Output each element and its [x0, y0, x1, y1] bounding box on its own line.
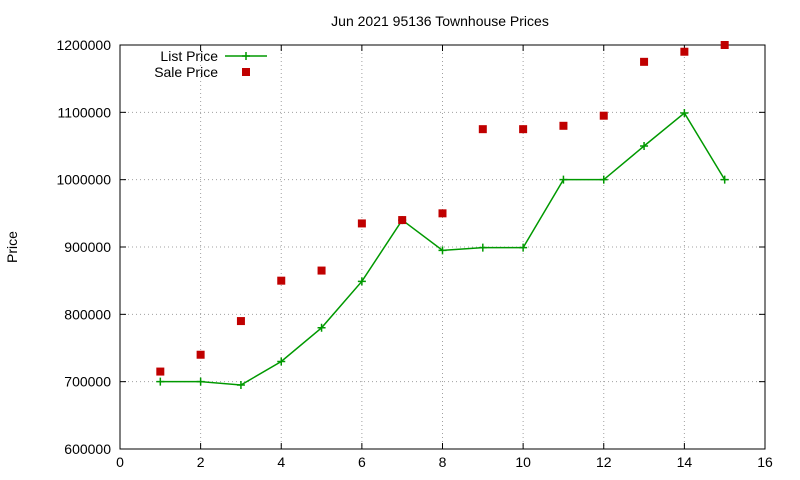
- sale-price-point: [720, 41, 729, 49]
- chart-title: Jun 2021 95136 Townhouse Prices: [331, 13, 549, 29]
- sale-price-point: [438, 209, 447, 218]
- list-price-point: [640, 142, 649, 150]
- list-price-point: [357, 277, 366, 286]
- list-price-point: [317, 323, 326, 332]
- x-tick-label: 8: [439, 454, 447, 470]
- sale-price-point: [680, 47, 689, 56]
- x-tick-label: 0: [116, 454, 124, 470]
- sale-price-point: [519, 125, 528, 134]
- legend-marker: [242, 52, 250, 60]
- x-tick-label: 10: [515, 454, 531, 470]
- list-price-point: [438, 246, 447, 255]
- sale-price-point: [640, 57, 649, 66]
- sale-price-point: [398, 216, 407, 225]
- y-tick-label: 1100000: [58, 104, 112, 120]
- x-tick-label: 2: [197, 454, 205, 470]
- y-tick-label: 700000: [64, 374, 111, 390]
- x-tick-label: 6: [358, 454, 366, 470]
- sale-price-point: [236, 317, 245, 326]
- series-sale-price: [156, 41, 729, 376]
- y-axis-label: Price: [4, 231, 20, 263]
- series-list-price: [156, 109, 729, 390]
- list-price-point: [680, 109, 689, 118]
- y-tick-label: 1200000: [56, 37, 111, 53]
- x-tick-label: 4: [277, 454, 285, 470]
- y-tick-label: 600000: [64, 441, 111, 457]
- y-tick-label: 900000: [64, 239, 111, 255]
- list-price-point: [277, 357, 286, 366]
- series-layer: [156, 41, 729, 390]
- legend-label: Sale Price: [154, 64, 218, 80]
- list-price-point: [519, 243, 528, 252]
- x-tick-label: 14: [677, 454, 693, 470]
- list-price-point: [156, 377, 165, 386]
- sale-price-point: [478, 125, 487, 134]
- sale-price-point: [277, 276, 286, 285]
- y-tick-label: 800000: [64, 306, 111, 322]
- list-price-point: [478, 243, 487, 252]
- x-tick-label: 16: [757, 454, 773, 470]
- sale-price-point: [156, 367, 165, 376]
- sale-price-point: [357, 219, 366, 228]
- sale-price-point: [196, 350, 205, 359]
- list-price-point: [236, 381, 245, 390]
- list-price-point: [559, 175, 568, 184]
- axis-ticks: 0 2 4 6 8 10 12 14 16 600000 700000 800000 900000 100…: [56, 37, 773, 470]
- y-tick-label: 1000000: [56, 172, 111, 188]
- sale-price-point: [599, 111, 608, 120]
- list-price-point: [720, 175, 729, 184]
- legend-label: List Price: [160, 48, 218, 64]
- sale-price-point: [559, 121, 568, 130]
- legend-marker: [242, 68, 250, 76]
- x-tick-label: 12: [596, 454, 612, 470]
- list-price-point: [196, 377, 205, 386]
- sale-price-point: [317, 266, 326, 275]
- list-price-point: [599, 175, 608, 184]
